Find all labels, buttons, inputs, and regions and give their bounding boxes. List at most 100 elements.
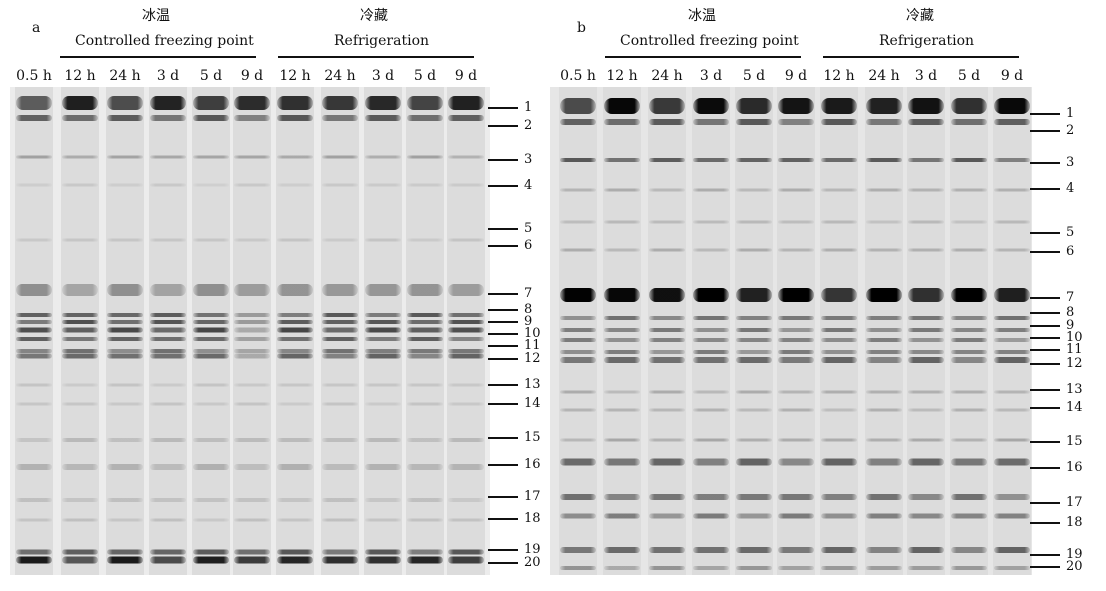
gel-band <box>693 316 729 320</box>
gel-band <box>16 402 52 406</box>
gel-band <box>649 357 685 363</box>
gel-band <box>560 357 596 363</box>
gel-band <box>448 337 484 341</box>
gel-band <box>693 328 729 332</box>
marker-tick <box>488 549 518 551</box>
lane-label: 5 d <box>199 68 223 84</box>
gel-band <box>866 458 902 466</box>
gel-band <box>365 402 401 406</box>
gel-band <box>560 248 596 252</box>
marker-label: 18 <box>1066 515 1083 530</box>
gel-band <box>866 188 902 192</box>
gel-band <box>322 549 358 555</box>
gel-band <box>951 513 987 519</box>
gel-band <box>604 458 640 466</box>
lane-label: 9 d <box>240 68 264 84</box>
gel-band <box>150 556 186 564</box>
gel-band <box>150 402 186 406</box>
gel-band <box>277 115 313 121</box>
lane-label: 9 d <box>454 68 478 84</box>
gel-band <box>365 498 401 502</box>
gel-band <box>16 353 52 359</box>
gel-band <box>407 438 443 442</box>
gel-band <box>736 494 772 500</box>
gel-band <box>322 96 358 110</box>
lane-label: 3 d <box>914 68 938 84</box>
gel-band <box>16 327 52 333</box>
group-title-cn: 冷藏 <box>906 8 934 24</box>
gel-band <box>649 547 685 553</box>
gel-band <box>107 284 143 296</box>
gel-band <box>107 402 143 406</box>
lane-label: 3 d <box>371 68 395 84</box>
gel-band <box>908 98 944 114</box>
gel-band <box>604 288 640 302</box>
gel-band <box>365 238 401 242</box>
group-title-en: Refrigeration <box>879 33 975 49</box>
gel-band <box>448 327 484 333</box>
gel-band <box>778 119 814 125</box>
marker-label: 12 <box>1066 356 1083 371</box>
marker-tick <box>488 437 518 439</box>
gel-band <box>994 513 1030 519</box>
gel-band <box>736 566 772 570</box>
gel-band <box>693 494 729 500</box>
gel-band <box>693 288 729 302</box>
lane-label: 24 h <box>324 68 356 84</box>
gel-band <box>62 313 98 317</box>
gel-band <box>560 390 596 394</box>
gel-band <box>736 350 772 354</box>
marker-tick <box>1030 566 1060 568</box>
marker-label: 16 <box>1066 460 1083 475</box>
marker-tick <box>488 562 518 564</box>
group-title-en: Controlled freezing point <box>620 33 799 49</box>
gel-band <box>951 188 987 192</box>
gel-band <box>322 353 358 359</box>
gel-band <box>234 464 270 470</box>
gel-band <box>107 498 143 502</box>
gel-band <box>866 547 902 553</box>
marker-label: 13 <box>524 377 541 392</box>
gel-band <box>150 438 186 442</box>
marker-tick <box>1030 232 1060 234</box>
gel-band <box>908 328 944 332</box>
marker-label: 8 <box>1066 305 1075 320</box>
gel-band <box>560 458 596 466</box>
gel-band <box>951 119 987 125</box>
gel-band <box>234 383 270 387</box>
gel-band <box>193 349 229 353</box>
gel-band <box>16 115 52 121</box>
gel-band <box>62 327 98 333</box>
marker-label: 15 <box>524 430 541 445</box>
gel-band <box>560 438 596 442</box>
gel-band <box>908 408 944 412</box>
gel-band <box>994 494 1030 500</box>
panel-letter: a <box>32 20 41 36</box>
gel-band <box>604 119 640 125</box>
gel-band <box>365 183 401 187</box>
gel-band <box>994 390 1030 394</box>
gel-band <box>365 320 401 324</box>
gel-band <box>448 353 484 359</box>
gel-band <box>62 353 98 359</box>
gel-band <box>604 438 640 442</box>
gel-band <box>604 494 640 500</box>
gel-band <box>951 547 987 553</box>
gel-band <box>821 158 857 162</box>
marker-tick <box>488 518 518 520</box>
gel-band <box>150 353 186 359</box>
lane-label: 24 h <box>109 68 141 84</box>
gel-band <box>16 349 52 353</box>
gel-band <box>448 518 484 522</box>
marker-label: 4 <box>524 178 533 193</box>
gel-band <box>62 349 98 353</box>
gel-band <box>821 513 857 519</box>
gel-image <box>550 87 1032 575</box>
gel-band <box>407 284 443 296</box>
marker-label: 17 <box>1066 495 1083 510</box>
gel-band <box>150 238 186 242</box>
marker-label: 18 <box>524 511 541 526</box>
gel-band <box>866 288 902 302</box>
gel-band <box>365 313 401 317</box>
gel-band <box>604 408 640 412</box>
